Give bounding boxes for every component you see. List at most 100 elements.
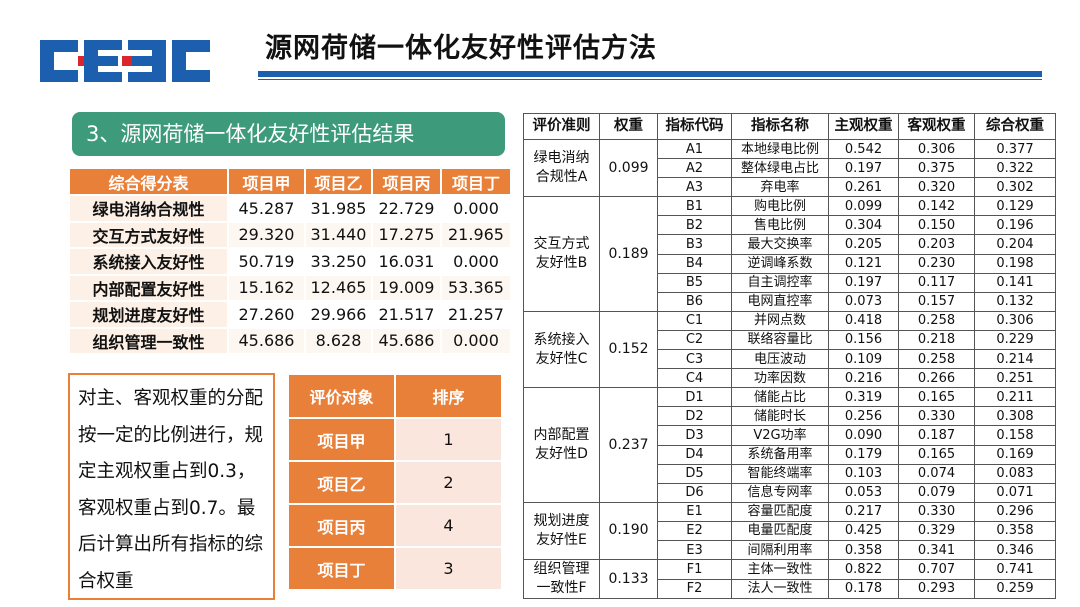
criterion-cell: 交互方式友好性B [523,196,600,312]
indicator-name: 电量匹配度 [731,520,829,541]
score-cell: 31.985 [304,194,373,223]
indicator-name: 主体一致性 [731,559,829,580]
objective-weight: 0.187 [898,425,975,446]
indicator-code: A3 [657,177,732,198]
indicator-row: B3 最大交换率 0.205 0.203 0.204 [524,234,1056,255]
indicator-name: 联络容量比 [731,329,829,351]
subjective-weight: 0.073 [828,291,899,312]
indicator-name: 功率因数 [731,368,829,389]
objective-weight: 0.266 [898,368,975,389]
score-cell: 16.031 [371,247,442,276]
indicator-row: E2 电量匹配度 0.425 0.329 0.358 [524,520,1056,541]
criterion-cell: 内部配置友好性D [523,387,600,503]
indicator-name: 容量匹配度 [731,501,829,522]
objective-weight: 0.165 [898,444,975,465]
combined-weight: 0.129 [974,196,1056,217]
column-header: 综合得分表 [68,167,229,196]
indicator-row: B4 逆调峰系数 0.121 0.230 0.198 [524,253,1056,274]
indicator-name: 电压波动 [731,349,829,370]
combined-weight: 0.211 [974,387,1056,408]
indicator-name: 弃电率 [731,177,829,198]
indicator-row: C2 联络容量比 0.156 0.218 0.229 [524,329,1056,351]
subjective-weight: 0.178 [828,578,899,600]
score-cell: 50.719 [227,247,306,276]
rank-row: 项目甲 1 [287,417,503,462]
indicator-row: F2 法人一致性 0.178 0.293 0.259 [524,578,1056,600]
header-row: 评价对象 排序 [287,373,503,419]
column-header: 客观权重 [898,113,975,140]
score-cell: 21.257 [440,300,512,329]
objective-weight: 0.306 [898,138,975,160]
rank-value: 3 [394,546,503,591]
score-row: 规划进度友好性 27.260 29.966 21.517 21.257 [68,300,512,329]
header-row: 评价准则 权重 指标代码 指标名称 主观权重 客观权重 综合权重 [523,113,1056,140]
indicator-name: 并网点数 [731,310,829,331]
project-name: 项目甲 [287,417,396,462]
logo [40,40,210,82]
indicator-name: 信息专网率 [731,482,829,503]
title-rule-thin [258,79,1042,80]
subjective-weight: 0.822 [828,559,899,580]
indicator-row: D5 智能终端率 0.103 0.074 0.083 [524,463,1056,484]
objective-weight: 0.341 [898,539,975,561]
score-cell: 0.000 [440,247,512,276]
subjective-weight: 0.099 [828,196,899,217]
slide-title: 源网荷储一体化友好性评估方法 [265,33,657,64]
score-cell: 33.250 [304,247,373,276]
score-cell: 15.162 [227,273,306,302]
subjective-weight: 0.304 [828,215,899,236]
score-cell: 45.287 [227,194,306,223]
subjective-weight: 0.256 [828,406,899,427]
score-table: 综合得分表 项目甲 项目乙 项目丙 项目丁 绿电消纳合规性 45.287 31.985 22.7… [68,167,512,355]
score-cell: 45.686 [371,326,442,355]
column-header: 主观权重 [828,113,899,140]
rank-row: 项目丙 4 [287,503,503,548]
indicator-code: E2 [657,520,732,541]
score-cell: 21.517 [371,300,442,329]
indicator-name: 电网直控率 [731,291,829,312]
score-row: 组织管理一致性 45.686 8.628 45.686 0.000 [68,326,512,355]
indicator-row: 内部配置友好性D 0.237 D1 储能占比 0.319 0.165 0.211 [523,387,1056,503]
subjective-weight: 0.418 [828,310,899,331]
subjective-weight: 0.261 [828,177,899,198]
combined-weight: 0.308 [974,406,1056,427]
indicator-row: B2 售电比例 0.304 0.150 0.196 [524,215,1056,236]
indicator-code: F2 [657,578,732,600]
column-header: 综合权重 [974,113,1056,140]
objective-weight: 0.375 [898,158,975,179]
indicator-name: 售电比例 [731,215,829,236]
indicator-row: A3 弃电率 0.261 0.320 0.302 [524,177,1056,198]
column-header: 权重 [599,113,658,140]
indicator-code: E1 [657,501,732,522]
criterion-name: 组织管理一致性F [533,561,590,597]
indicator-row: 规划进度友好性E 0.190 E1 容量匹配度 0.217 0.330 0.296 [523,501,1056,561]
combined-weight: 0.083 [974,463,1056,484]
subjective-weight: 0.542 [828,138,899,160]
indicator-code: B4 [657,253,732,274]
indicator-code: B5 [657,272,732,293]
indicator-code: B3 [657,234,732,255]
indicator-row: 绿电消纳合规性A 0.099 A1 本地绿电比例 0.542 0.306 0.377 [523,138,1056,198]
objective-weight: 0.329 [898,520,975,541]
criterion-weight: 0.133 [599,559,658,600]
header-graphics [40,40,1042,82]
indicator-code: A1 [657,138,732,160]
score-row: 系统接入友好性 50.719 33.250 16.031 0.000 [68,247,512,276]
objective-weight: 0.142 [898,196,975,217]
combined-weight: 0.132 [974,291,1056,312]
note-box: 对主、客观权重的分配按一定的比例进行，规定主观权重占到0.3，客观权重占到0.7… [68,373,275,600]
row-label: 规划进度友好性 [68,300,229,329]
indicator-code: C1 [657,310,732,331]
objective-weight: 0.230 [898,253,975,274]
criterion-cell: 系统接入友好性C [523,310,600,389]
indicator-code: C2 [657,329,732,351]
objective-weight: 0.203 [898,234,975,255]
objective-weight: 0.320 [898,177,975,198]
subjective-weight: 0.197 [828,272,899,293]
score-cell: 27.260 [227,300,306,329]
subjective-weight: 0.179 [828,444,899,465]
criterion-name: 规划进度友好性E [533,512,590,548]
indicator-name: 本地绿电比例 [731,138,829,160]
indicator-code: E3 [657,539,732,561]
